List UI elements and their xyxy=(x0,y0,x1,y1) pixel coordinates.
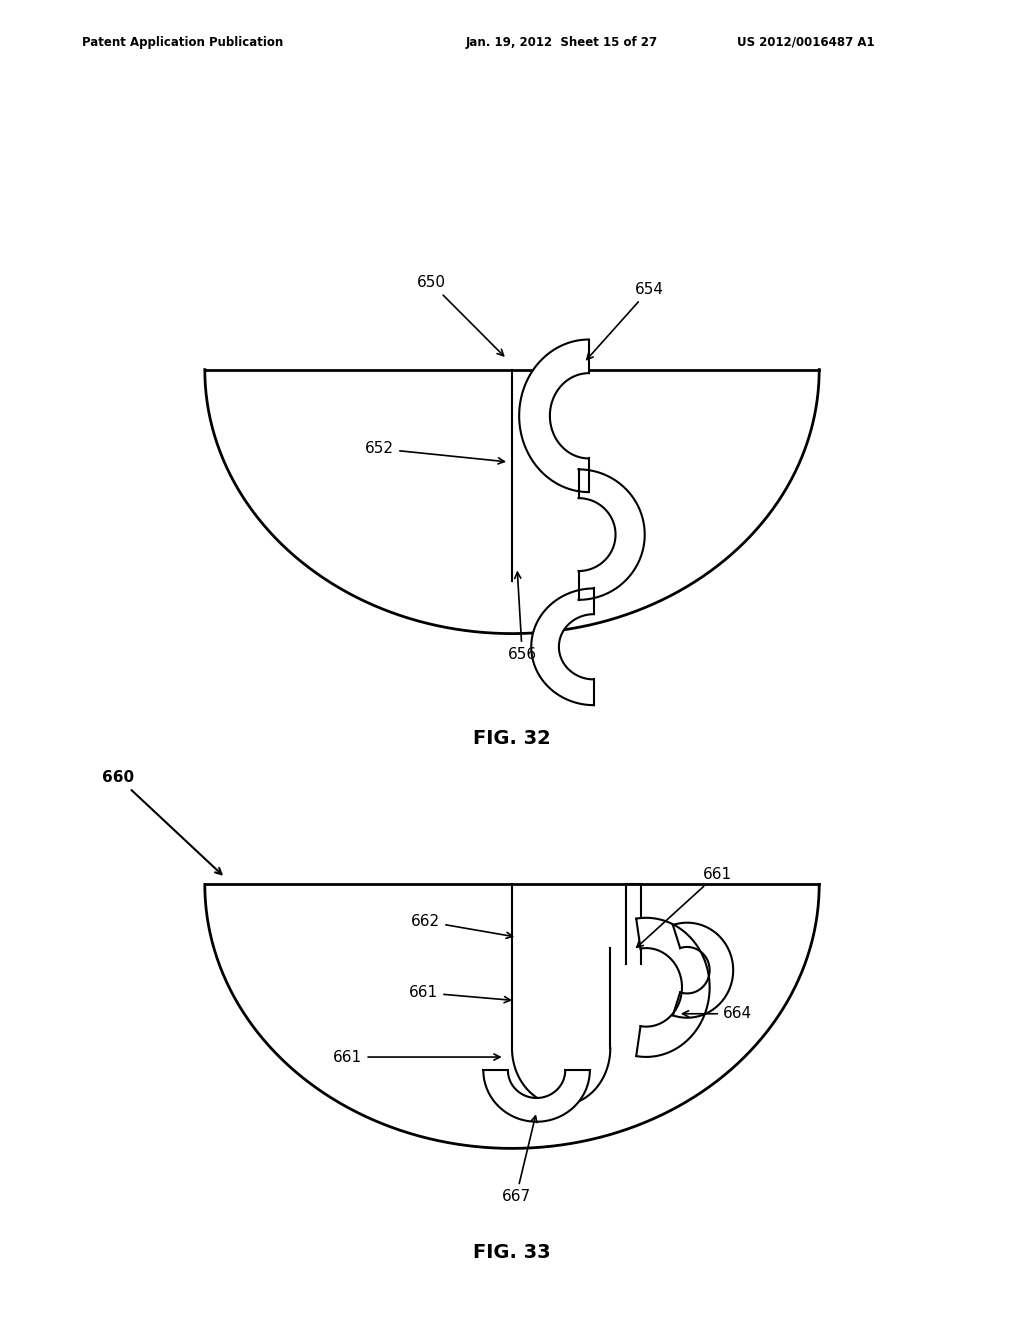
Text: 662: 662 xyxy=(412,913,513,939)
Text: Jan. 19, 2012  Sheet 15 of 27: Jan. 19, 2012 Sheet 15 of 27 xyxy=(466,36,658,49)
Text: 664: 664 xyxy=(683,1006,752,1022)
Text: 661: 661 xyxy=(410,985,510,1003)
Text: 661: 661 xyxy=(637,867,731,948)
Text: 660: 660 xyxy=(102,771,221,874)
Text: 654: 654 xyxy=(587,282,664,359)
Text: FIG. 33: FIG. 33 xyxy=(473,1243,551,1262)
Text: Patent Application Publication: Patent Application Publication xyxy=(82,36,284,49)
Text: 667: 667 xyxy=(502,1115,537,1204)
Text: 650: 650 xyxy=(417,276,504,356)
Polygon shape xyxy=(636,917,710,1057)
Text: US 2012/0016487 A1: US 2012/0016487 A1 xyxy=(737,36,874,49)
Text: 661: 661 xyxy=(334,1049,500,1064)
Polygon shape xyxy=(579,470,645,599)
Polygon shape xyxy=(519,339,589,492)
Text: FIG. 32: FIG. 32 xyxy=(473,729,551,747)
Polygon shape xyxy=(483,1071,590,1122)
Text: 656: 656 xyxy=(508,573,537,661)
Polygon shape xyxy=(531,589,594,705)
Polygon shape xyxy=(673,923,733,1018)
Text: 652: 652 xyxy=(366,441,504,463)
